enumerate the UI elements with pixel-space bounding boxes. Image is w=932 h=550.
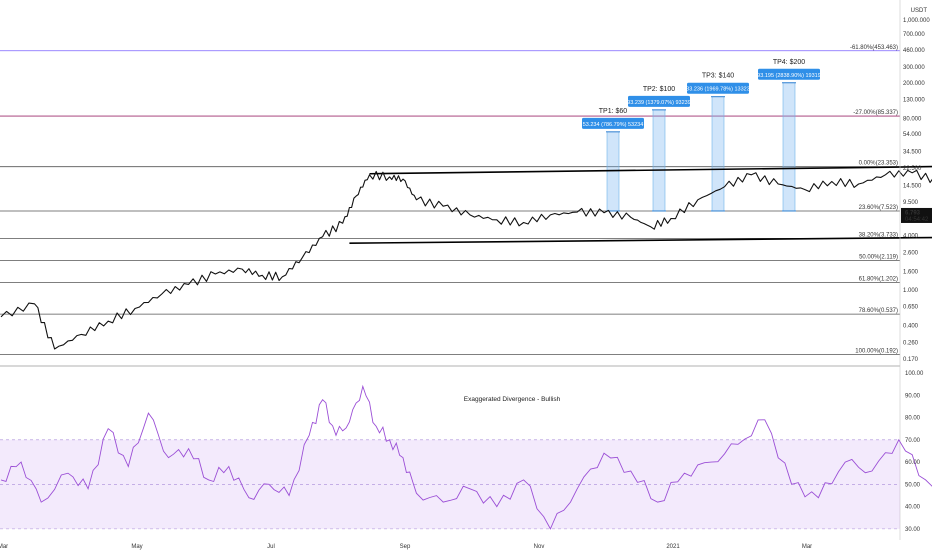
price-tick-label: 22.500 xyxy=(903,166,922,172)
oscillator-line[interactable] xyxy=(0,384,932,530)
time-tick-label: Mar xyxy=(0,544,8,550)
price-line[interactable] xyxy=(0,169,932,350)
price-tick-label: 54.000 xyxy=(903,132,922,138)
fib-label: 50.00%(2.119) xyxy=(859,254,898,260)
price-tick-label: 460.000 xyxy=(903,48,925,54)
price-axis-background xyxy=(900,0,932,550)
fib-label: 38.20%(3.733) xyxy=(859,232,898,238)
last-price-marker[interactable] xyxy=(901,207,932,223)
time-tick-label: Mar xyxy=(802,544,812,550)
oscillator-tick-label: 50.00 xyxy=(905,482,921,488)
price-tick-label: 300.000 xyxy=(903,65,925,71)
price-tick-label: 1.600 xyxy=(903,269,919,275)
axes-layer: USDT 1,000.000 700.000 460.000 300.000 200.00… xyxy=(0,8,932,550)
price-tick-label: 14.500 xyxy=(903,183,922,189)
target-box xyxy=(687,82,749,94)
price-tick-label: 130.000 xyxy=(903,98,925,104)
time-tick-label: 2021 xyxy=(666,544,680,550)
oscillator-panel: Exaggerated Divergence - Bullish xyxy=(0,384,932,530)
oscillator-tick-label: 30.00 xyxy=(905,527,921,533)
fib-label: 78.60%(0.537) xyxy=(859,308,898,314)
price-tick-label: 0.170 xyxy=(903,357,919,363)
price-tick-label: 1.000 xyxy=(903,288,919,294)
fib-label: 0.00%(23.353) xyxy=(859,161,898,167)
target-box xyxy=(628,95,690,107)
channel-upper-line[interactable] xyxy=(369,157,932,175)
time-tick-label: Jul xyxy=(267,544,275,550)
channel-lower-line[interactable] xyxy=(349,230,932,244)
price-series xyxy=(0,169,932,350)
price-tick-label: 0.400 xyxy=(903,324,919,330)
currency-label: USDT xyxy=(911,8,928,14)
fib-levels: -61.80%(453.463) -27.00%(85.337) 0.00%(23.… xyxy=(0,45,900,355)
target-box xyxy=(582,117,644,129)
target-bar[interactable] xyxy=(782,82,796,212)
price-tick-label: 200.000 xyxy=(903,81,925,87)
time-tick-label: Sep xyxy=(400,544,411,550)
last-price-countdown: 04:54:42 xyxy=(905,217,929,223)
target-box xyxy=(758,68,820,80)
oscillator-tick-label: 100.00 xyxy=(905,371,924,377)
last-price-value: 6.793 xyxy=(905,210,921,216)
target-bar[interactable] xyxy=(652,109,666,212)
target-title: TP4: $200 xyxy=(773,59,805,66)
fib-label: 100.00%(0.192) xyxy=(855,348,898,354)
oscillator-tick-label: 70.00 xyxy=(905,438,921,444)
target-title: TP2: $100 xyxy=(643,86,675,93)
divergence-annotation: Exaggerated Divergence - Bullish xyxy=(464,396,561,403)
target-box-label: 93.239 (1379.07%) 93239 xyxy=(627,100,691,106)
price-tick-label: 700.000 xyxy=(903,32,925,38)
targets-layer: 53.234 (786.79%) 53234 TP1: $60 93.239 (13… xyxy=(582,59,824,212)
oscillator-tick-label: 40.00 xyxy=(905,505,921,511)
target-box-label: 193.195 (2838.90%) 193195 xyxy=(754,73,824,79)
target-box-label: 53.234 (786.79%) 53234 xyxy=(583,122,644,128)
price-tick-label: 4.000 xyxy=(903,234,919,240)
target-title: TP1: $60 xyxy=(599,108,628,115)
fib-label: -27.00%(85.337) xyxy=(853,110,898,116)
target-box-label: 133.236 (1969.78%) 133236 xyxy=(683,87,753,93)
oscillator-tick-label: 60.00 xyxy=(905,460,921,466)
price-tick-label: 2.600 xyxy=(903,251,919,257)
fib-label: 23.60%(7.523) xyxy=(859,205,898,211)
price-tick-label: 1,000.000 xyxy=(903,18,930,24)
target-title: TP3: $140 xyxy=(702,73,734,80)
fib-label: 61.80%(1.202) xyxy=(859,277,898,283)
oscillator-tick-label: 90.00 xyxy=(905,393,921,399)
target-bar[interactable] xyxy=(711,96,725,212)
price-tick-label: 9.500 xyxy=(903,200,919,206)
time-tick-label: May xyxy=(131,544,142,550)
price-tick-label: 34.500 xyxy=(903,149,922,155)
price-tick-label: 0.260 xyxy=(903,341,919,347)
price-tick-label: 0.650 xyxy=(903,305,919,311)
price-tick-label: 80.000 xyxy=(903,117,922,123)
oscillator-tick-label: 80.00 xyxy=(905,416,921,422)
channel-layer xyxy=(349,157,932,244)
fib-label: -61.80%(453.463) xyxy=(850,45,898,51)
time-tick-label: Nov xyxy=(534,544,545,550)
